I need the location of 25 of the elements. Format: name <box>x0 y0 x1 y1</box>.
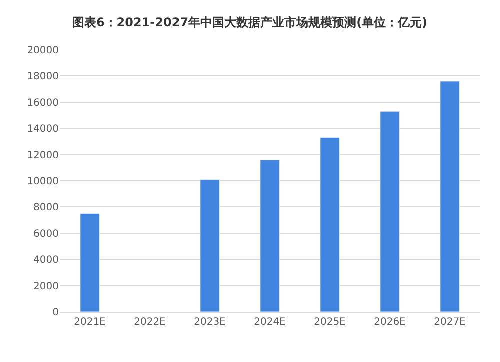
chart-title: 图表6：2021-2027年中国大数据产业市场规模预测(单位：亿元) <box>72 16 428 30</box>
bar <box>440 81 460 312</box>
x-tick-label: 2022E <box>134 317 166 328</box>
bar <box>320 138 340 312</box>
y-tick-label: 18000 <box>27 72 59 83</box>
y-tick-label: 20000 <box>27 46 59 56</box>
x-tick-label: 2021E <box>74 317 106 328</box>
x-tick-label: 2025E <box>314 317 346 328</box>
y-tick-label: 14000 <box>27 124 59 136</box>
y-tick-label: 2000 <box>34 281 59 292</box>
x-tick-label: 2027E <box>434 317 466 328</box>
y-tick-label: 10000 <box>27 176 59 188</box>
x-tick-label: 2024E <box>254 317 286 328</box>
bar <box>380 111 400 312</box>
y-tick-label: 8000 <box>34 202 59 214</box>
y-tick-label: 16000 <box>27 98 59 109</box>
bar <box>80 214 100 312</box>
x-tick-label: 2026E <box>374 317 406 328</box>
bar <box>200 179 220 312</box>
y-tick-label: 6000 <box>34 228 59 240</box>
bar <box>260 160 280 312</box>
y-tick-label: 12000 <box>27 150 59 162</box>
y-tick-label: 4000 <box>34 255 59 266</box>
y-tick-label: 0 <box>52 308 59 318</box>
x-tick-label: 2023E <box>194 317 226 328</box>
